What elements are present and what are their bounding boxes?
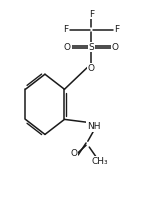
Text: S: S: [89, 43, 94, 52]
Text: O: O: [88, 64, 95, 73]
Text: O: O: [64, 43, 71, 52]
Text: CH₃: CH₃: [92, 157, 108, 166]
Text: O: O: [70, 149, 78, 158]
Text: F: F: [89, 9, 94, 19]
Text: F: F: [114, 25, 119, 34]
Text: F: F: [63, 25, 69, 34]
Text: O: O: [112, 43, 119, 52]
Text: NH: NH: [87, 122, 100, 131]
